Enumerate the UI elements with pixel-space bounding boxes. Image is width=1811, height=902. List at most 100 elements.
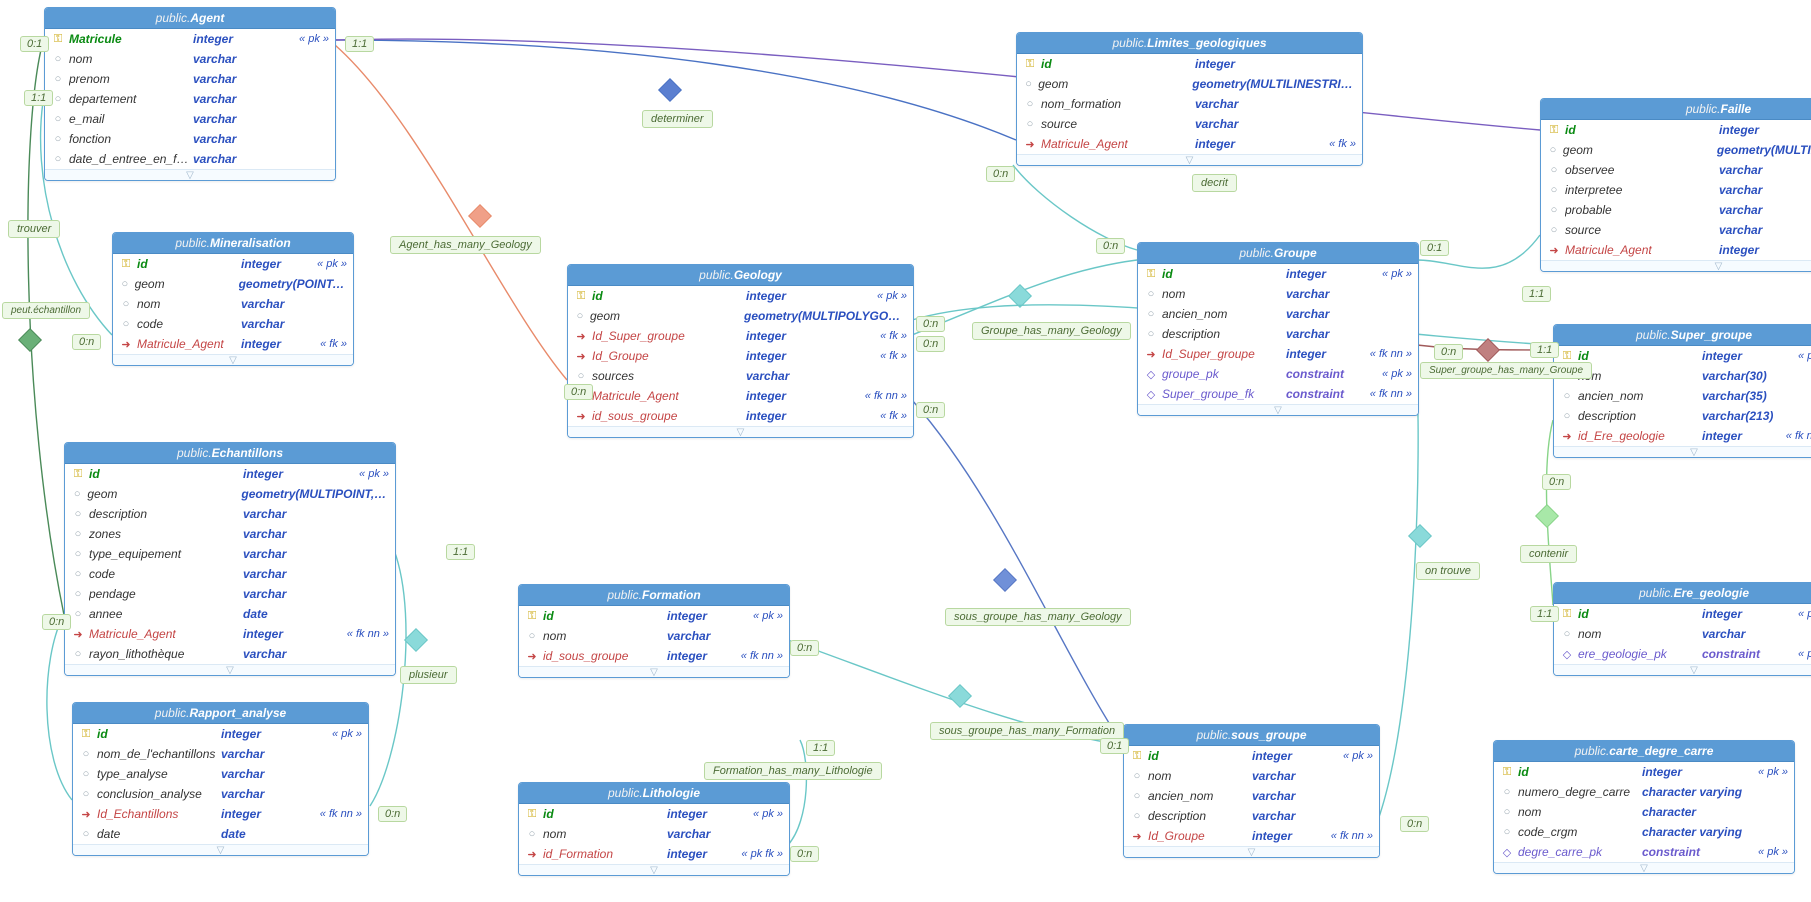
- column-row[interactable]: ⚿idinteger: [1017, 54, 1362, 74]
- column-row[interactable]: ○rayon_lithothèquevarchar: [65, 644, 395, 664]
- column-row[interactable]: ○departementvarchar: [45, 89, 335, 109]
- column-row[interactable]: ⚿idinteger« pk »: [519, 804, 789, 824]
- column-row[interactable]: ○geomgeometry(MULTILINESTRING, 4415): [1541, 140, 1811, 160]
- column-row[interactable]: ○prenomvarchar: [45, 69, 335, 89]
- entity-header[interactable]: public.Formation: [519, 585, 789, 606]
- entity-header[interactable]: public.Rapport_analyse: [73, 703, 368, 724]
- entity-geology[interactable]: public.Geology⚿idinteger« pk »○geomgeome…: [567, 264, 914, 438]
- column-row[interactable]: ➜id_Ere_geologieinteger« fk nn »: [1554, 426, 1811, 446]
- entity-header[interactable]: public.Faille: [1541, 99, 1811, 120]
- entity-ere[interactable]: public.Ere_geologie⚿idinteger« pk »○nomv…: [1553, 582, 1811, 676]
- entity-faille[interactable]: public.Faille⚿idinteger« pk »○geomgeomet…: [1540, 98, 1811, 272]
- entity-header[interactable]: public.Groupe: [1138, 243, 1418, 264]
- column-row[interactable]: ○sourcevarchar: [1017, 114, 1362, 134]
- entity-header[interactable]: public.Super_groupe: [1554, 325, 1811, 346]
- entity-mineral[interactable]: public.Mineralisation⚿idinteger« pk »○ge…: [112, 232, 354, 366]
- column-row[interactable]: ➜Matricule_Agentinteger« fk »: [1017, 134, 1362, 154]
- entity-header[interactable]: public.Ere_geologie: [1554, 583, 1811, 604]
- column-row[interactable]: ⚿idinteger« pk »: [1494, 762, 1794, 782]
- column-row[interactable]: ➜Id_Super_groupeinteger« fk »: [568, 326, 913, 346]
- column-row[interactable]: ➜Matricule_Agentinteger« fk nn »: [65, 624, 395, 644]
- column-row[interactable]: ○date_d_entree_en_fonctionvarchar: [45, 149, 335, 169]
- column-row[interactable]: ○codevarchar: [113, 314, 353, 334]
- column-row[interactable]: ○fonctionvarchar: [45, 129, 335, 149]
- entity-agent[interactable]: public.Agent⚿Matriculeinteger« pk »○nomv…: [44, 7, 336, 181]
- column-row[interactable]: ○nomcharacter: [1494, 802, 1794, 822]
- column-row[interactable]: ➜Matricule_Agentinteger« fk uq nn »: [1541, 240, 1811, 260]
- column-row[interactable]: ○sourcevarchar: [1541, 220, 1811, 240]
- column-row[interactable]: ➜id_Formationinteger« pk fk »: [519, 844, 789, 864]
- entity-carte[interactable]: public.carte_degre_carre⚿idinteger« pk »…: [1493, 740, 1795, 874]
- entity-header[interactable]: public.Geology: [568, 265, 913, 286]
- entity-sousg[interactable]: public.sous_groupe⚿idinteger« pk »○nomva…: [1123, 724, 1380, 858]
- column-row[interactable]: ○datedate: [73, 824, 368, 844]
- column-row[interactable]: ○nomvarchar: [113, 294, 353, 314]
- column-row[interactable]: ○geomgeometry(MULTIPOLYGON, 4414): [568, 306, 913, 326]
- column-row[interactable]: ○nomvarchar: [519, 626, 789, 646]
- column-row[interactable]: ⚿idinteger« pk »: [1554, 346, 1811, 366]
- column-row[interactable]: ➜Id_Super_groupeinteger« fk nn »: [1138, 344, 1418, 364]
- entity-header[interactable]: public.sous_groupe: [1124, 725, 1379, 746]
- column-row[interactable]: ○nomvarchar: [519, 824, 789, 844]
- column-row[interactable]: ◇groupe_pkconstraint« pk »: [1138, 364, 1418, 384]
- column-row[interactable]: ⚿idinteger« pk »: [73, 724, 368, 744]
- column-row[interactable]: ○interpreteevarchar: [1541, 180, 1811, 200]
- entity-header[interactable]: public.Lithologie: [519, 783, 789, 804]
- column-row[interactable]: ➜id_sous_groupeinteger« fk nn »: [519, 646, 789, 666]
- column-row[interactable]: ○nomvarchar: [1138, 284, 1418, 304]
- entity-header[interactable]: public.Limites_geologiques: [1017, 33, 1362, 54]
- column-row[interactable]: ○geomgeometry(POINT, 4415): [113, 274, 353, 294]
- column-row[interactable]: ○zonesvarchar: [65, 524, 395, 544]
- column-row[interactable]: ◇ere_geologie_pkconstraint« pk »: [1554, 644, 1811, 664]
- column-row[interactable]: ○descriptionvarchar: [65, 504, 395, 524]
- entity-echant[interactable]: public.Echantillons⚿idinteger« pk »○geom…: [64, 442, 396, 676]
- entity-header[interactable]: public.Agent: [45, 8, 335, 29]
- column-row[interactable]: ○numero_degre_carrecharacter varying: [1494, 782, 1794, 802]
- column-row[interactable]: ⚿Matriculeinteger« pk »: [45, 29, 335, 49]
- column-row[interactable]: ○nomvarchar: [1124, 766, 1379, 786]
- column-row[interactable]: ⚿idinteger« pk »: [1124, 746, 1379, 766]
- column-row[interactable]: ○anneedate: [65, 604, 395, 624]
- entity-sgroupe[interactable]: public.Super_groupe⚿idinteger« pk »○nomv…: [1553, 324, 1811, 458]
- entity-limites[interactable]: public.Limites_geologiques⚿idinteger○geo…: [1016, 32, 1363, 166]
- column-row[interactable]: ○descriptionvarchar(213): [1554, 406, 1811, 426]
- column-row[interactable]: ⚿idinteger« pk »: [65, 464, 395, 484]
- entity-litho[interactable]: public.Lithologie⚿idinteger« pk »○nomvar…: [518, 782, 790, 876]
- entity-rapport[interactable]: public.Rapport_analyse⚿idinteger« pk »○n…: [72, 702, 369, 856]
- column-row[interactable]: ○nomvarchar: [1554, 624, 1811, 644]
- column-row[interactable]: ○code_crgmcharacter varying: [1494, 822, 1794, 842]
- column-row[interactable]: ➜Id_Groupeinteger« fk nn »: [1124, 826, 1379, 846]
- column-row[interactable]: ➜Id_Groupeinteger« fk »: [568, 346, 913, 366]
- entity-formation[interactable]: public.Formation⚿idinteger« pk »○nomvarc…: [518, 584, 790, 678]
- column-row[interactable]: ➜Id_Echantillonsinteger« fk nn »: [73, 804, 368, 824]
- column-row[interactable]: ○nom_formationvarchar: [1017, 94, 1362, 114]
- column-row[interactable]: ⚿idinteger« pk »: [1541, 120, 1811, 140]
- column-row[interactable]: ➜Matricule_Agentinteger« fk nn »: [568, 386, 913, 406]
- entity-groupe[interactable]: public.Groupe⚿idinteger« pk »○nomvarchar…: [1137, 242, 1419, 416]
- column-row[interactable]: ○codevarchar: [65, 564, 395, 584]
- column-row[interactable]: ○geomgeometry(MULTILINESTRING, 4415): [1017, 74, 1362, 94]
- column-row[interactable]: ○nomvarchar(30): [1554, 366, 1811, 386]
- column-row[interactable]: ⚿idinteger« pk »: [519, 606, 789, 626]
- column-row[interactable]: ⚿idinteger« pk »: [568, 286, 913, 306]
- column-row[interactable]: ○ancien_nomvarchar: [1124, 786, 1379, 806]
- column-row[interactable]: ○geomgeometry(MULTIPOINT, 4415): [65, 484, 395, 504]
- column-row[interactable]: ○pendagevarchar: [65, 584, 395, 604]
- column-row[interactable]: ○nomvarchar: [45, 49, 335, 69]
- column-row[interactable]: ○nom_de_l'echantillonsvarchar: [73, 744, 368, 764]
- entity-header[interactable]: public.carte_degre_carre: [1494, 741, 1794, 762]
- column-row[interactable]: ⚿idinteger« pk »: [113, 254, 353, 274]
- column-row[interactable]: ⚿idinteger« pk »: [1554, 604, 1811, 624]
- entity-header[interactable]: public.Mineralisation: [113, 233, 353, 254]
- column-row[interactable]: ○type_analysevarchar: [73, 764, 368, 784]
- column-row[interactable]: ○descriptionvarchar: [1138, 324, 1418, 344]
- column-row[interactable]: ⚿idinteger« pk »: [1138, 264, 1418, 284]
- column-row[interactable]: ➜id_sous_groupeinteger« fk »: [568, 406, 913, 426]
- entity-header[interactable]: public.Echantillons: [65, 443, 395, 464]
- column-row[interactable]: ○type_equipementvarchar: [65, 544, 395, 564]
- column-row[interactable]: ◇degre_carre_pkconstraint« pk »: [1494, 842, 1794, 862]
- column-row[interactable]: ○conclusion_analysevarchar: [73, 784, 368, 804]
- column-row[interactable]: ○descriptionvarchar: [1124, 806, 1379, 826]
- column-row[interactable]: ○sourcesvarchar: [568, 366, 913, 386]
- column-row[interactable]: ➜Matricule_Agentinteger« fk »: [113, 334, 353, 354]
